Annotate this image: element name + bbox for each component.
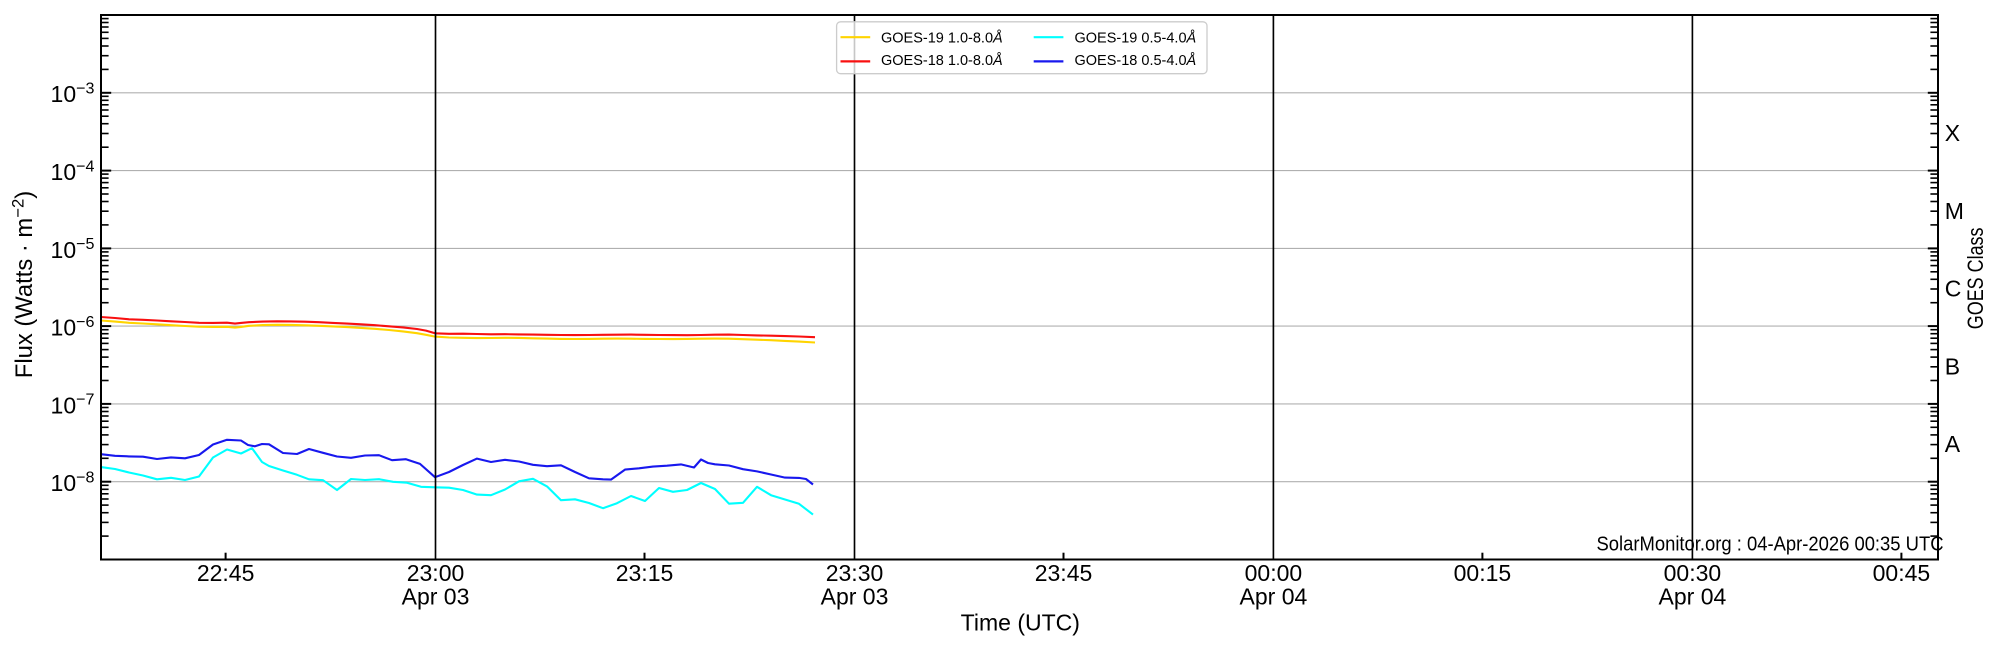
svg-text:Flux (Watts · m−2): Flux (Watts · m−2) — [8, 191, 38, 378]
svg-text:Apr 03: Apr 03 — [402, 583, 470, 609]
svg-text:A: A — [1945, 431, 1961, 457]
svg-text:B: B — [1945, 353, 1960, 379]
svg-text:Apr 04: Apr 04 — [1659, 583, 1727, 609]
svg-text:GOES-19 0.5-4.0Å: GOES-19 0.5-4.0Å — [1075, 29, 1197, 46]
svg-text:22:45: 22:45 — [197, 560, 255, 586]
svg-text:Time (UTC): Time (UTC) — [961, 609, 1080, 635]
svg-text:23:45: 23:45 — [1035, 560, 1093, 586]
svg-text:00:30: 00:30 — [1664, 560, 1722, 586]
svg-text:C: C — [1945, 276, 1962, 302]
svg-text:23:15: 23:15 — [616, 560, 674, 586]
svg-text:GOES-19 1.0-8.0Å: GOES-19 1.0-8.0Å — [881, 29, 1003, 46]
svg-text:M: M — [1945, 198, 1964, 224]
svg-text:Apr 03: Apr 03 — [821, 583, 889, 609]
svg-text:X: X — [1945, 120, 1960, 146]
svg-text:23:30: 23:30 — [826, 560, 884, 586]
svg-text:00:15: 00:15 — [1454, 560, 1512, 586]
svg-text:GOES-18 0.5-4.0Å: GOES-18 0.5-4.0Å — [1075, 52, 1197, 69]
svg-text:00:45: 00:45 — [1873, 560, 1931, 586]
svg-text:GOES-18 1.0-8.0Å: GOES-18 1.0-8.0Å — [881, 52, 1003, 69]
svg-text:Apr 04: Apr 04 — [1240, 583, 1308, 609]
svg-text:00:00: 00:00 — [1245, 560, 1303, 586]
svg-text:23:00: 23:00 — [407, 560, 465, 586]
svg-text:SolarMonitor.org : 04-Apr-2026: SolarMonitor.org : 04-Apr-2026 00:35 UTC — [1597, 534, 1944, 556]
svg-text:GOES Class: GOES Class — [1963, 228, 1988, 330]
svg-text:10−4: 10−4 — [51, 157, 95, 185]
svg-text:10−7: 10−7 — [51, 391, 95, 419]
